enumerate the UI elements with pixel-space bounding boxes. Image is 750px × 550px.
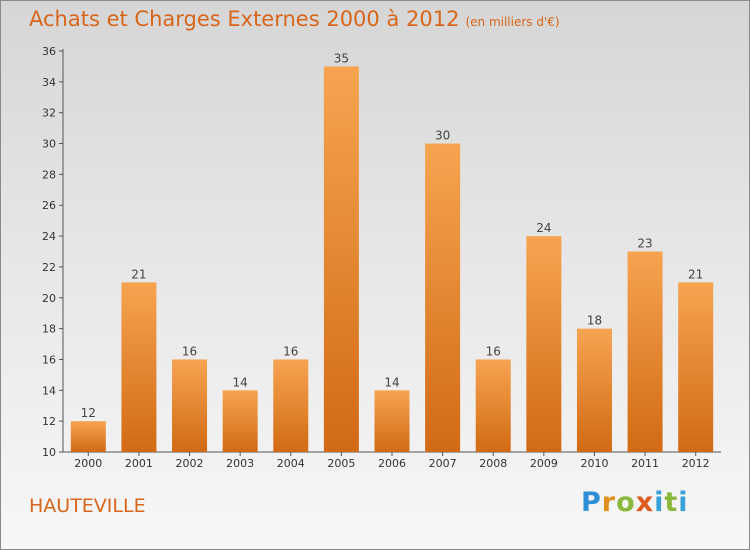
y-tick-label: 20 (42, 292, 56, 305)
value-label: 21 (688, 267, 703, 281)
y-tick-label: 28 (42, 168, 56, 181)
x-tick-label: 2008 (479, 457, 507, 470)
x-tick-label: 2010 (580, 457, 608, 470)
chart-title: Achats et Charges Externes 2000 à 2012 (e… (29, 7, 560, 31)
x-tick-label: 2002 (176, 457, 204, 470)
y-tick-label: 30 (42, 138, 56, 151)
city-name: HAUTEVILLE (29, 495, 146, 517)
y-tick-label: 16 (42, 353, 56, 366)
value-label: 18 (587, 314, 602, 328)
x-tick-label: 2004 (277, 457, 305, 470)
value-label: 16 (486, 344, 501, 358)
x-tick-label: 2007 (429, 457, 457, 470)
bar-2003 (222, 390, 258, 452)
value-label: 16 (182, 344, 197, 358)
y-tick-label: 18 (42, 323, 56, 336)
value-label: 14 (233, 375, 248, 389)
bar-2002 (172, 359, 208, 452)
y-tick-label: 12 (42, 415, 56, 428)
y-tick-label: 36 (42, 45, 56, 58)
y-tick-label: 10 (42, 446, 56, 459)
value-label: 35 (334, 51, 349, 65)
value-label: 23 (637, 237, 652, 251)
x-tick-label: 2005 (327, 457, 355, 470)
bar-2009 (526, 236, 562, 452)
x-tick-label: 2009 (530, 457, 558, 470)
value-label: 21 (131, 267, 146, 281)
y-tick-label: 22 (42, 261, 56, 274)
value-label: 24 (536, 221, 551, 235)
y-tick-label: 32 (42, 107, 56, 120)
y-tick-label: 14 (42, 384, 56, 397)
chart-subtitle: (en milliers d'€) (465, 15, 560, 29)
bar-2006 (374, 390, 410, 452)
x-tick-label: 2003 (226, 457, 254, 470)
value-label: 12 (81, 406, 96, 420)
bar-2007 (425, 143, 461, 453)
y-tick-label: 26 (42, 199, 56, 212)
bar-2010 (576, 328, 612, 452)
bar-2004 (273, 359, 309, 452)
x-tick-label: 2012 (682, 457, 710, 470)
bar-2000 (70, 421, 106, 452)
y-tick-label: 24 (42, 230, 56, 243)
bar-2011 (627, 251, 663, 452)
x-tick-label: 2001 (125, 457, 153, 470)
bars-group (70, 66, 714, 453)
axes: 10 12 14 16 18 20 22 24 26 28 30 32 34 36 2000 2001 2002… (42, 45, 721, 470)
bar-2012 (678, 282, 714, 452)
x-tick-label: 2006 (378, 457, 406, 470)
proxiti-logo: Proxiti (581, 487, 689, 518)
chart-title-text: Achats et Charges Externes 2000 à 2012 (29, 7, 460, 31)
labels-group: 12 21 16 14 16 35 14 30 16 24 18 23 21 (81, 51, 704, 420)
bar-2001 (121, 282, 157, 452)
value-label: 16 (283, 344, 298, 358)
y-tick-label: 34 (42, 76, 56, 89)
value-label: 30 (435, 129, 450, 143)
bar-2008 (475, 359, 511, 452)
value-label: 14 (384, 375, 399, 389)
x-tick-label: 2000 (74, 457, 102, 470)
x-tick-label: 2011 (631, 457, 659, 470)
bar-2005 (323, 66, 359, 452)
